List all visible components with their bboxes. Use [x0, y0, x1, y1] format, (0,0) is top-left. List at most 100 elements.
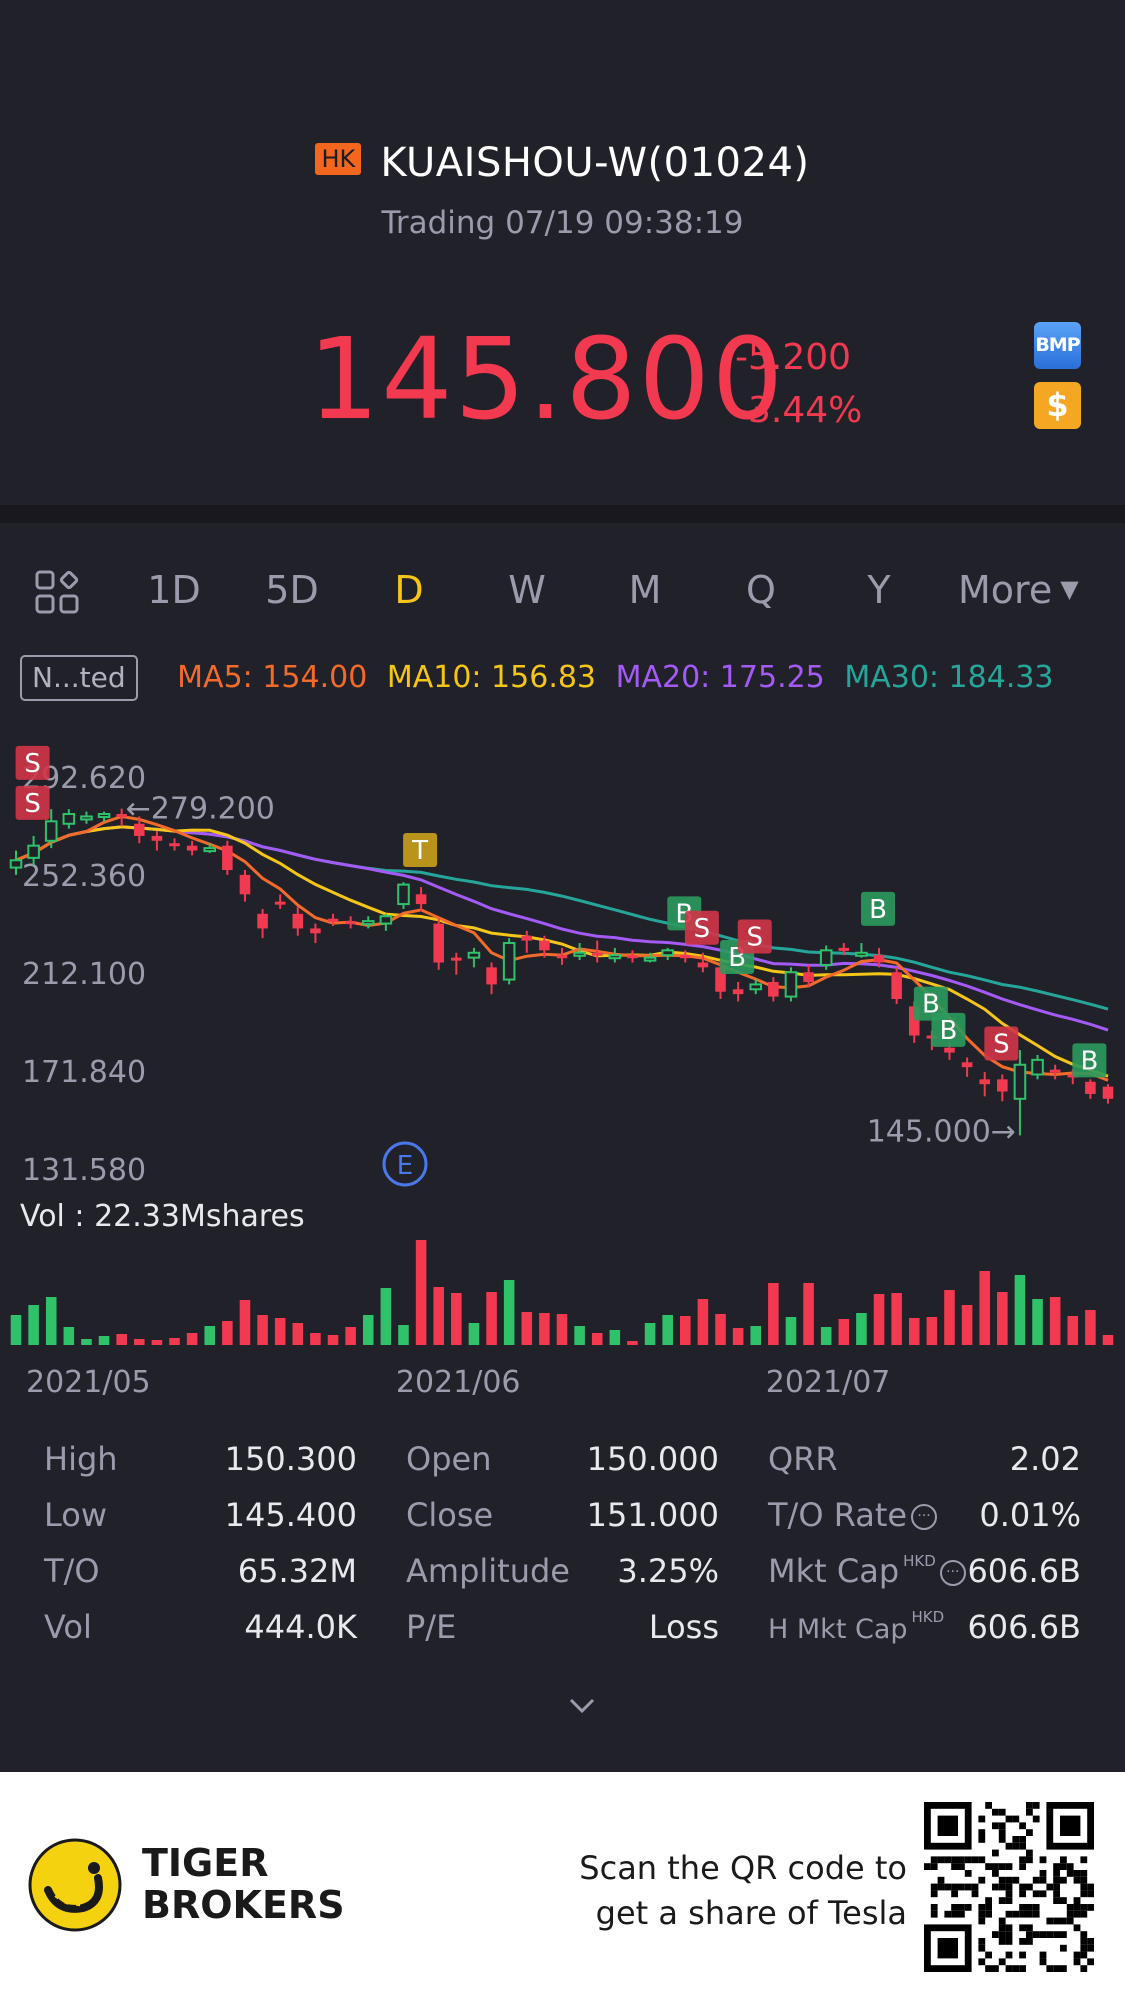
qr-module: [1073, 1876, 1081, 1884]
volume-bar: [327, 1335, 339, 1345]
stat-value: 65.32M: [237, 1552, 357, 1590]
qr-module: [1053, 1883, 1060, 1891]
info-icon[interactable]: ···: [911, 1504, 938, 1530]
tab-w[interactable]: W: [508, 568, 546, 612]
stat-value: 606.6B: [967, 1552, 1081, 1590]
stat-value: 444.0K: [244, 1608, 357, 1646]
qr-module: [1005, 1863, 1013, 1870]
candle-body: [1031, 1058, 1044, 1076]
qr-module: [1026, 1931, 1033, 1938]
candle-body: [697, 962, 709, 968]
volume-bar: [310, 1333, 321, 1345]
volume-bar: [539, 1313, 550, 1345]
volume-bar: [662, 1315, 673, 1345]
candlestick-chart[interactable]: 292.620252.360212.100171.840131.580←279.…: [0, 740, 1125, 1420]
volume-bar: [1085, 1310, 1096, 1345]
candle-body: [274, 901, 286, 905]
tab-m[interactable]: M: [628, 568, 662, 612]
candle-body: [1067, 1074, 1079, 1078]
bmp-icon[interactable]: BMP: [1034, 322, 1081, 369]
volume-bar: [169, 1338, 180, 1345]
candle-body: [1102, 1086, 1114, 1099]
section-divider: [0, 505, 1125, 523]
volume-bar: [10, 1315, 22, 1345]
qr-module: [1066, 1870, 1074, 1877]
candle-body: [591, 952, 603, 956]
volume-bar: [116, 1334, 127, 1345]
candle-body: [203, 847, 217, 853]
tab-more[interactable]: More ▼: [958, 568, 1079, 612]
qr-module: [1080, 1951, 1088, 1959]
indicator-grid-icon[interactable]: [35, 570, 79, 614]
qr-module: [1087, 1938, 1094, 1945]
candle-body: [257, 913, 268, 929]
qr-module: [978, 1876, 986, 1884]
volume-bar: [803, 1283, 814, 1345]
qr-module: [951, 1863, 958, 1870]
qr-module: [1012, 1836, 1020, 1843]
candle-body: [239, 874, 251, 895]
candle-body: [222, 845, 233, 871]
promo-footer: TIGER BROKERS Scan the QR code to get a …: [0, 1772, 1125, 2003]
tab-1d[interactable]: 1D: [147, 568, 201, 612]
qr-module: [1053, 1876, 1060, 1884]
qr-module: [1012, 1842, 1020, 1850]
qr-module: [1005, 1924, 1013, 1932]
quote-header: HK KUAISHOU-W(01024) Trading 07/19 09:38…: [0, 0, 1125, 505]
promo-line-2: get a share of Tesla: [595, 1894, 907, 1932]
stock-name[interactable]: KUAISHOU-W(01024): [380, 140, 810, 186]
volume-bar: [134, 1339, 145, 1345]
low-marker: 145.000→: [867, 1114, 1016, 1149]
qr-module: [1005, 1951, 1013, 1959]
qr-module: [1053, 1917, 1060, 1925]
tab-5d[interactable]: 5D: [265, 568, 319, 612]
trading-status: Trading 07/19 09:38:19: [381, 205, 744, 241]
candle-body: [415, 894, 427, 905]
qr-module: [1046, 1965, 1054, 1972]
candle-body: [997, 1079, 1008, 1092]
qr-module: [1005, 1965, 1013, 1972]
qr-module: [998, 1938, 1006, 1945]
qr-module: [1039, 1870, 1047, 1877]
qr-module: [1073, 1870, 1081, 1877]
volume-bar: [222, 1321, 233, 1345]
qr-module: [937, 1815, 958, 1836]
stats-row: Vol 444.0K P/E Loss H Mkt Cap HKD 606.6B: [0, 1608, 1125, 1664]
info-icon[interactable]: ···: [939, 1560, 966, 1586]
qr-module: [1012, 1910, 1020, 1918]
qr-module: [1019, 1822, 1026, 1830]
qr-module: [998, 1958, 1006, 1966]
qr-module: [1019, 1951, 1026, 1959]
tab-y[interactable]: Y: [867, 568, 891, 612]
qr-module: [930, 1883, 938, 1891]
tab-q[interactable]: Q: [746, 568, 776, 612]
qr-module: [1080, 1965, 1088, 1972]
qr-module: [998, 1931, 1006, 1938]
volume-bar: [627, 1341, 638, 1345]
volume-bar: [873, 1294, 885, 1345]
tab-d[interactable]: D: [394, 568, 424, 612]
stat-value: 150.000: [586, 1440, 719, 1478]
qr-code[interactable]: [924, 1802, 1094, 1972]
volume-bar: [186, 1333, 198, 1345]
chevron-down-icon[interactable]: [567, 1690, 597, 1720]
dollar-icon[interactable]: $: [1034, 382, 1081, 429]
candle-body: [186, 845, 198, 851]
candle-body: [486, 967, 497, 985]
candle-body: [451, 957, 462, 961]
trade-marker-label: S: [746, 923, 763, 953]
qr-module: [998, 1917, 1006, 1925]
candle-body: [573, 951, 586, 957]
qr-module: [1026, 1849, 1033, 1857]
qr-module: [1060, 1815, 1081, 1836]
ma30-line: [15, 825, 1109, 1011]
adjustment-toggle[interactable]: N...ted: [20, 655, 138, 701]
volume-bar: [750, 1326, 762, 1345]
qr-module: [1019, 1836, 1026, 1843]
volume-bar: [380, 1288, 392, 1345]
qr-module: [985, 1904, 992, 1911]
ma20-value: MA20: 175.25: [615, 660, 825, 695]
qr-module: [1066, 1863, 1074, 1870]
volume-bar: [1014, 1275, 1026, 1345]
volume-bar: [98, 1336, 110, 1345]
